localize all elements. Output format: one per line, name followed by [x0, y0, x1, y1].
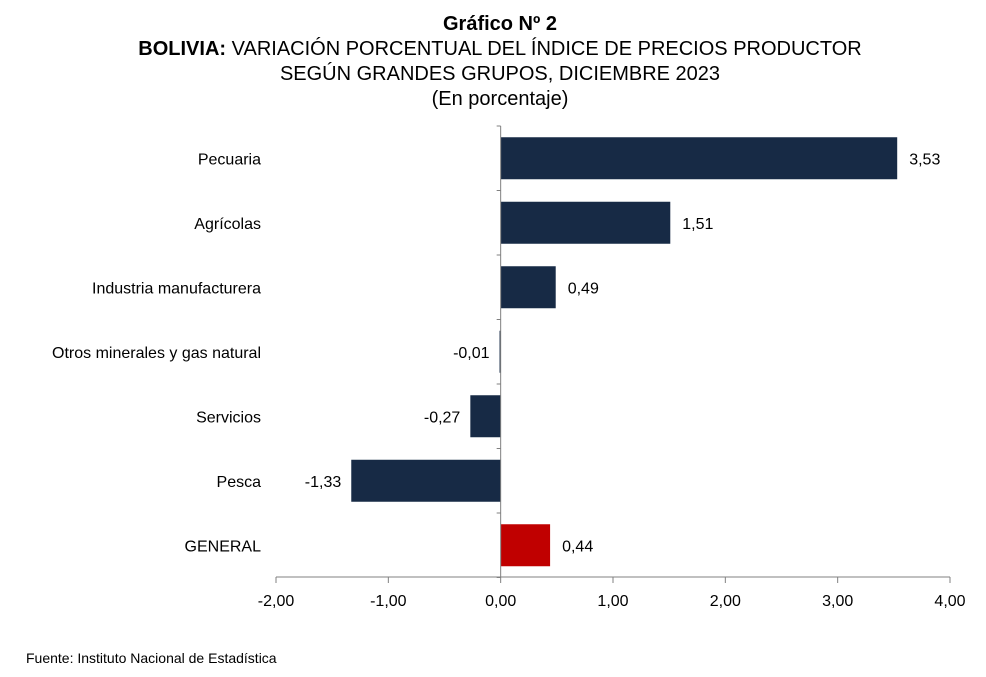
- bar: [500, 266, 556, 309]
- chart-title-block: Gráfico Nº 2 BOLIVIA: VARIACIÓN PORCENTU…: [0, 12, 986, 112]
- category-label: GENERAL: [185, 538, 262, 555]
- x-tick-label: 4,00: [934, 593, 965, 610]
- bar: [470, 395, 501, 438]
- x-tick-label: -2,00: [258, 593, 295, 610]
- category-label: Industria manufacturera: [92, 280, 261, 297]
- subtitle-text: VARIACIÓN PORCENTUAL DEL ÍNDICE DE PRECI…: [226, 38, 862, 60]
- bar: [500, 524, 551, 567]
- data-label: -0,01: [453, 345, 490, 362]
- category-label: Pecuaria: [198, 151, 261, 168]
- data-label: -1,33: [305, 474, 342, 491]
- chart-subtitle-line1: BOLIVIA: VARIACIÓN PORCENTUAL DEL ÍNDICE…: [0, 37, 986, 62]
- category-label: Agrícolas: [194, 216, 261, 233]
- bar: [351, 459, 501, 502]
- bar: [499, 330, 501, 373]
- chart-subtitle-line2: SEGÚN GRANDES GRUPOS, DICIEMBRE 2023: [279, 63, 721, 85]
- category-label: Pesca: [217, 474, 262, 491]
- x-tick-label: 1,00: [597, 593, 628, 610]
- chart-unit-note: (En porcentaje): [431, 88, 569, 110]
- x-tick-label: 2,00: [710, 593, 741, 610]
- category-label: Servicios: [196, 409, 261, 426]
- chart-title: Gráfico Nº 2: [442, 13, 557, 35]
- data-label: 3,53: [909, 151, 940, 168]
- data-label: 0,49: [568, 280, 599, 297]
- data-label: -0,27: [424, 409, 461, 426]
- x-tick-label: -1,00: [370, 593, 407, 610]
- bar: [500, 201, 671, 244]
- bar: [500, 137, 898, 180]
- category-label: Otros minerales y gas natural: [52, 345, 261, 362]
- subtitle-country: BOLIVIA:: [138, 38, 227, 60]
- data-label: 0,44: [562, 538, 593, 555]
- x-tick-label: 0,00: [485, 593, 516, 610]
- data-label: 1,51: [682, 216, 713, 233]
- source-note: Fuente: Instituto Nacional de Estadístic…: [26, 650, 277, 666]
- x-tick-label: 3,00: [822, 593, 853, 610]
